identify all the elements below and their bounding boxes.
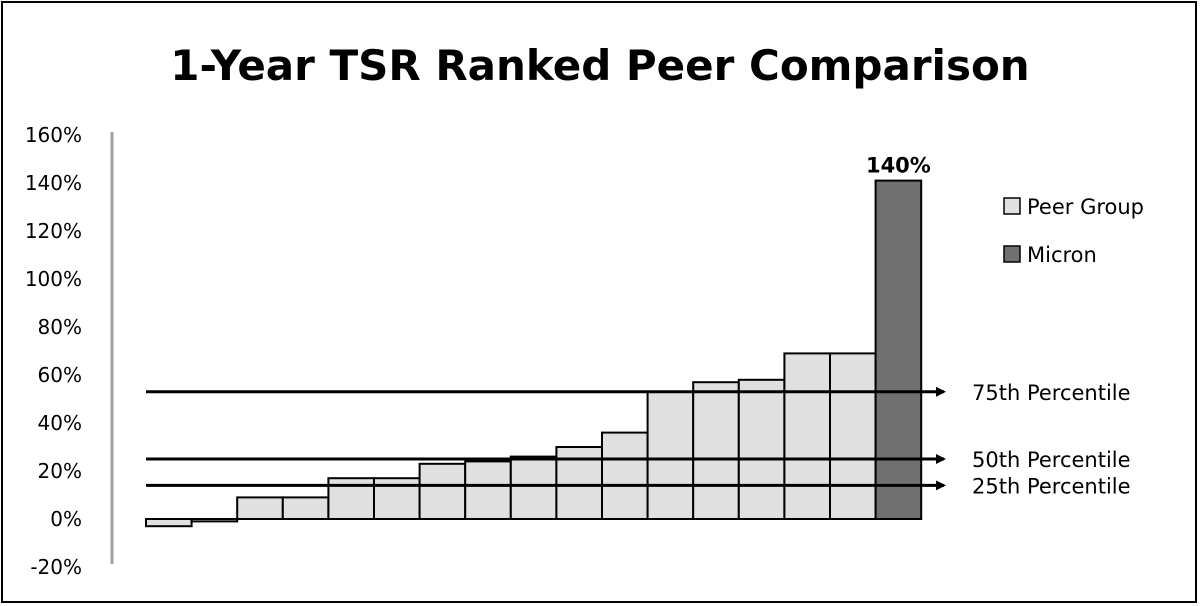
chart-title: 1-Year TSR Ranked Peer Comparison xyxy=(170,41,1029,90)
peer-bar xyxy=(281,496,330,520)
peer-bar xyxy=(692,381,740,521)
peer-bar xyxy=(464,460,512,520)
peer-bar xyxy=(783,352,832,520)
micron-bar xyxy=(874,179,923,520)
percentile-label: 25th Percentile xyxy=(972,474,1131,498)
y-tick-label: 120% xyxy=(25,219,82,243)
legend-swatch xyxy=(1003,245,1021,263)
legend: Peer Group Micron xyxy=(1003,195,1144,267)
y-tick-label: 20% xyxy=(38,459,82,483)
peer-bar xyxy=(737,378,786,520)
micron-data-label: 140% xyxy=(866,154,931,178)
y-tick-label: 60% xyxy=(38,363,82,387)
peer-bar xyxy=(509,455,558,521)
percentile-label: 50th Percentile xyxy=(972,448,1131,472)
y-tick-label: 40% xyxy=(38,411,82,435)
legend-label: Peer Group xyxy=(1027,195,1144,219)
y-tick-label: 80% xyxy=(38,315,82,339)
y-tick-label: 0% xyxy=(50,507,82,531)
y-tick-label: 140% xyxy=(25,171,82,195)
y-tick-label: -20% xyxy=(30,555,82,579)
peer-bar xyxy=(145,518,193,528)
y-tick-label: 160% xyxy=(25,123,82,147)
y-tick-labels: -20% 0% 20% 40% 60% 80% 100% 120% 140% 160% xyxy=(25,123,82,579)
peer-bar xyxy=(236,496,284,520)
legend-label: Micron xyxy=(1027,243,1097,267)
y-tick-label: 100% xyxy=(25,267,82,291)
peer-bar xyxy=(418,462,467,520)
peer-bar xyxy=(601,431,649,521)
bars: 140% xyxy=(145,154,931,528)
peer-bar xyxy=(829,352,877,520)
legend-swatch xyxy=(1003,197,1021,215)
peer-bar xyxy=(190,518,239,523)
peer-bar xyxy=(646,390,695,520)
percentile-label: 75th Percentile xyxy=(972,381,1131,405)
